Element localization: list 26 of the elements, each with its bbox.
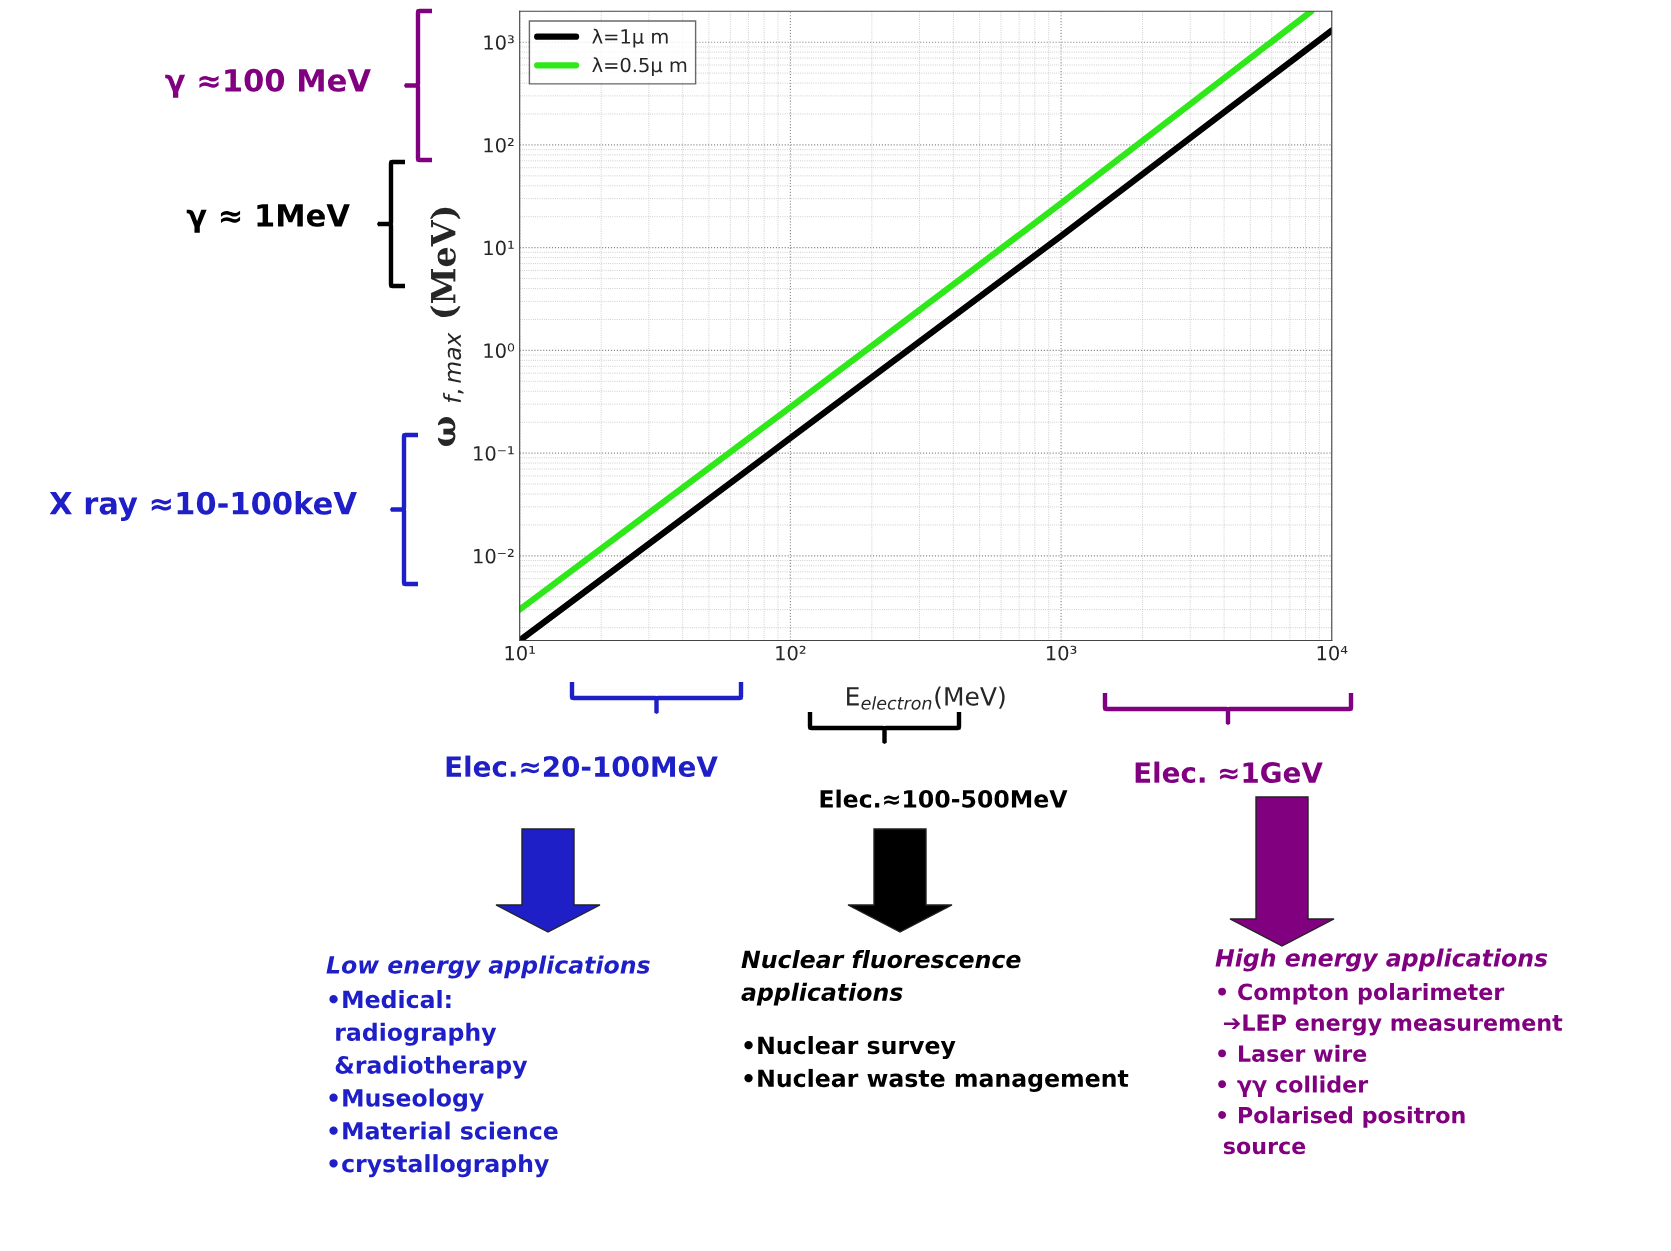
x-tick-label: 10³ (1046, 645, 1077, 661)
text: γ ≈100 MeV (165, 68, 371, 98)
y-tick-label: 10¹ (484, 240, 514, 256)
y-tick-label: 10⁻² (474, 548, 514, 564)
x-tick-label: 10¹ (505, 645, 535, 661)
x-tick-label: 10⁴ (1317, 645, 1348, 661)
text: Elec.≈20-100MeV (446, 755, 718, 778)
y-tick-label: 10³ (484, 35, 514, 50)
y-tick-label: 10⁰ (484, 343, 515, 359)
text: Elec. ≈1GeV (1135, 761, 1323, 784)
text: Low energy applications (326, 955, 650, 979)
text: γ ≈ 1MeV (186, 204, 350, 233)
text: Nuclear fluorescence applications (741, 950, 1021, 1006)
legend-label: λ=1μ m (592, 28, 668, 48)
text: High energy applications (1215, 948, 1548, 972)
y-axis-title: ω $_{f,max}$ (MeV) (430, 207, 464, 447)
y-tick-label: 10² (484, 137, 514, 153)
text: X ray ≈10-100keV (49, 491, 357, 521)
text: Elec.≈100-500MeV (820, 789, 1068, 808)
x-tick-label: 10² (776, 645, 806, 661)
x-axis-title: E$_{electron}$(MeV) (847, 686, 1005, 710)
y-tick-label: 10⁻¹ (474, 446, 514, 461)
text: •Medical: radiography &radiotherapy •Museology •Material science •crystallography (329, 990, 558, 1178)
text: •Nuclear survey •Nuclear waste management (744, 1036, 1129, 1092)
text: • Compton polarimeter ➔LEP energy measurement • Laser wire • γγ collider • Polarised positron source (1218, 983, 1563, 1155)
legend-label: λ=0.5μ m (592, 57, 687, 77)
